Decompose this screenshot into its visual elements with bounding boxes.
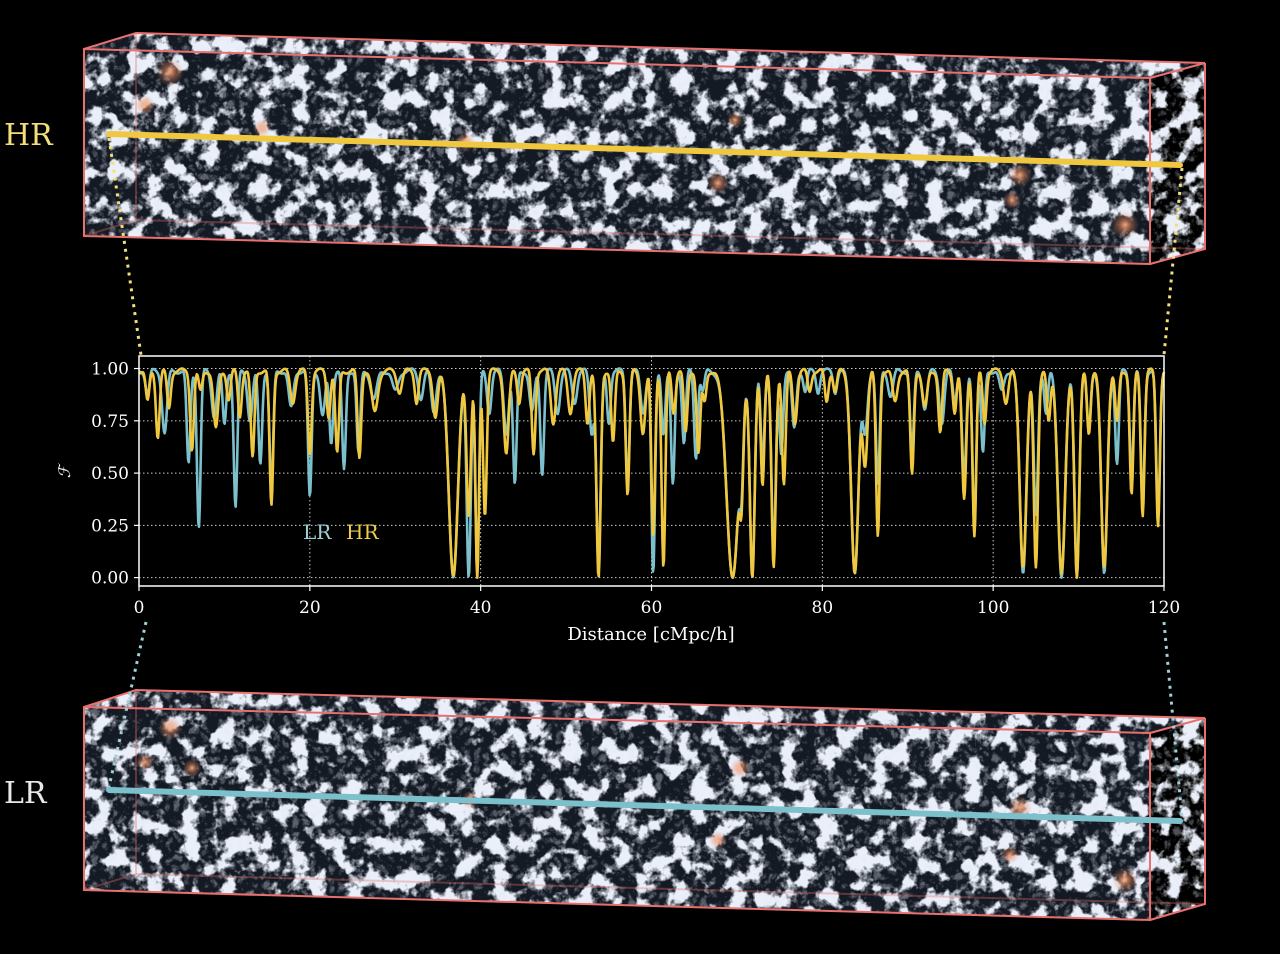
lr-box-label: LR — [4, 776, 47, 811]
x-tick-label: 100 — [977, 598, 1009, 618]
legend-entry-lr: LR — [303, 520, 332, 544]
lr-connector-right — [1162, 621, 1184, 819]
x-tick-label: 20 — [299, 598, 321, 618]
y-tick-label: 1.00 — [91, 360, 129, 380]
y-tick-label: 0.25 — [91, 516, 129, 536]
lr-box-edges — [83, 688, 1206, 922]
y-tick-label: 0.75 — [91, 412, 129, 432]
x-tick-label: 60 — [641, 598, 663, 618]
x-tick-label: 80 — [812, 598, 834, 618]
lr-simulation-box — [83, 688, 1206, 922]
series-layer — [138, 367, 1166, 579]
y-axis-label: ℱ — [55, 462, 74, 478]
hr-sightline — [106, 131, 1183, 168]
y-tick-label: 0.50 — [91, 464, 129, 484]
x-axis-label: Distance [cMpc/h] — [567, 624, 734, 645]
legend-entry-hr: HR — [346, 520, 379, 544]
series-line-hr — [138, 367, 1166, 579]
hr-box-edges — [83, 31, 1206, 266]
hr-simulation-box — [83, 31, 1206, 266]
ticks: 0 20 40 60 80 100 120 0.00 0.25 0.50 0.75 1.00 — [91, 360, 1180, 618]
x-tick-label: 40 — [470, 598, 492, 618]
y-tick-label: 0.00 — [91, 569, 129, 589]
connector-lines — [107, 137, 1184, 819]
x-tick-label: 0 — [134, 598, 145, 618]
lr-sightline — [106, 787, 1183, 824]
flux-chart: 0 20 40 60 80 100 120 0.00 0.25 0.50 0.75 1.00 Dist… — [55, 355, 1180, 645]
x-tick-label: 120 — [1148, 598, 1180, 618]
hr-box-label: HR — [4, 118, 53, 153]
